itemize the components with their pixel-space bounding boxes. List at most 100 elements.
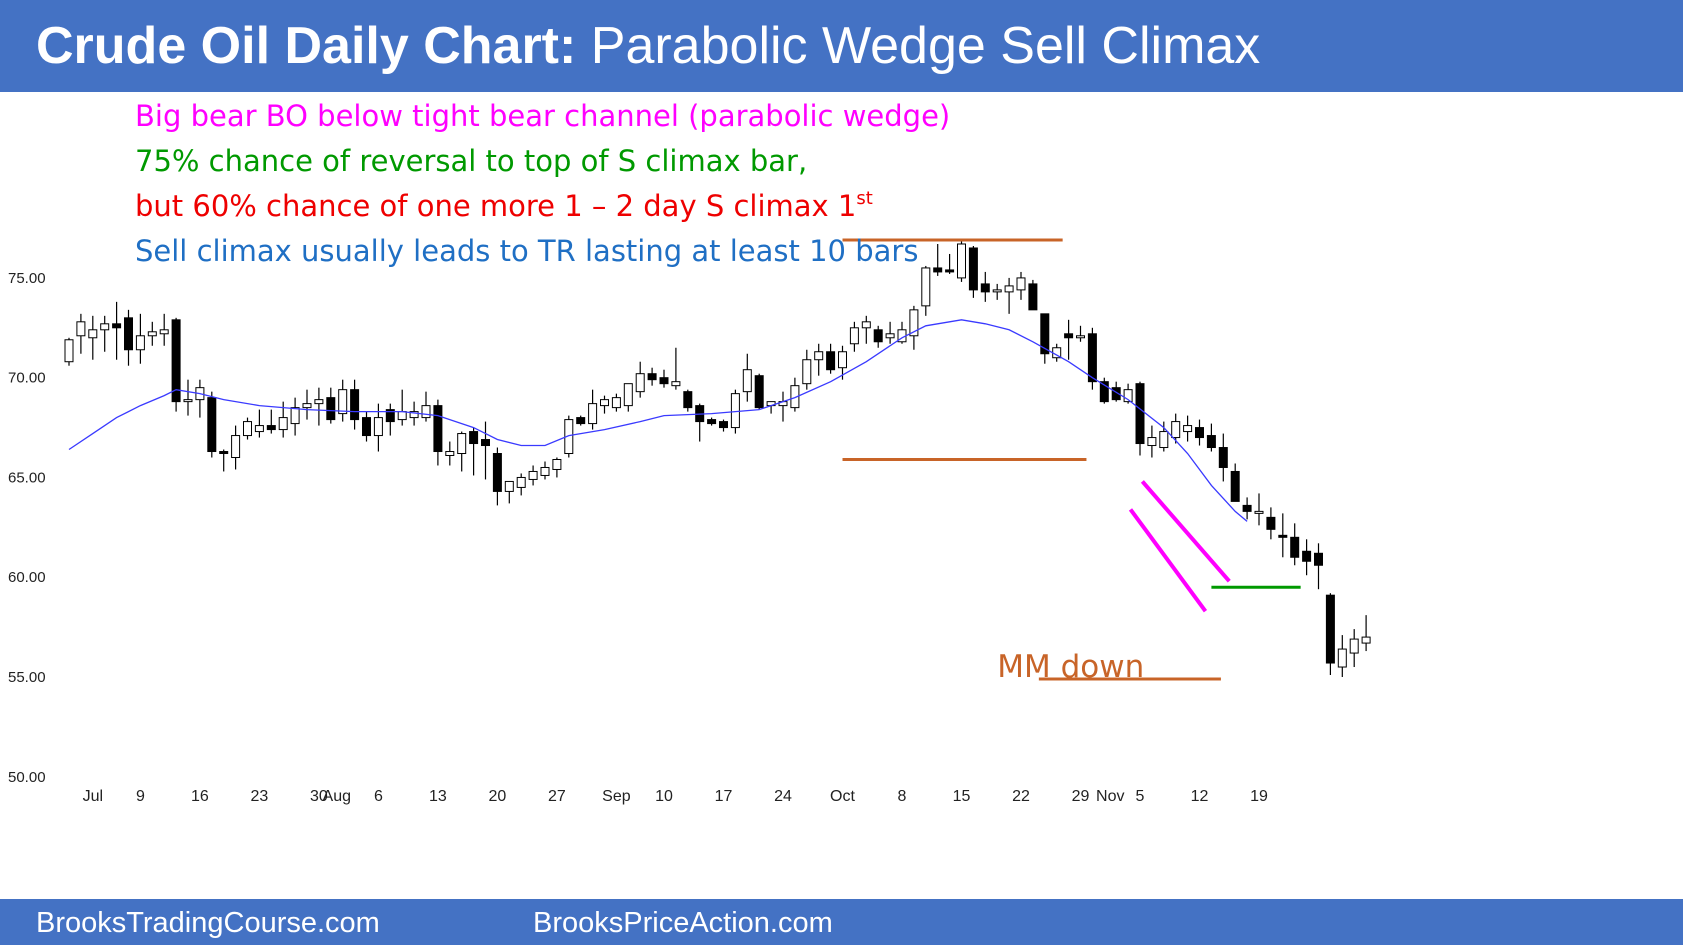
bear-candle-body bbox=[946, 270, 954, 272]
chart-title-bold: Crude Oil Daily Chart: bbox=[36, 17, 576, 75]
bull-candle-body bbox=[886, 334, 894, 338]
bear-candle-body bbox=[125, 318, 133, 350]
candle bbox=[1219, 434, 1227, 482]
bull-candle-body bbox=[529, 471, 537, 479]
bull-candle-body bbox=[517, 477, 525, 487]
footer-link-trading-course[interactable]: BrooksTradingCourse.com bbox=[36, 906, 380, 940]
candle bbox=[1291, 523, 1299, 565]
candle bbox=[779, 392, 787, 422]
y-tick-label: 55.00 bbox=[8, 669, 46, 686]
bear-candle-body bbox=[220, 452, 228, 454]
candle bbox=[327, 388, 335, 424]
bull-candle-body bbox=[993, 290, 1001, 292]
bull-candle-body bbox=[458, 434, 466, 454]
candle bbox=[303, 390, 311, 420]
bull-candle-body bbox=[624, 384, 632, 406]
candle bbox=[1303, 539, 1311, 575]
bear-candle-body bbox=[648, 374, 656, 380]
footer-link-price-action[interactable]: BrooksPriceAction.com bbox=[533, 906, 833, 940]
bear-candle-body bbox=[482, 440, 490, 446]
candle bbox=[1350, 629, 1358, 667]
chart-title: Crude Oil Daily Chart: Parabolic Wedge S… bbox=[36, 14, 1260, 78]
candle bbox=[208, 392, 216, 458]
bull-candle-body bbox=[291, 408, 299, 424]
bull-candle-body bbox=[505, 481, 513, 491]
annotation-line: 75% chance of reversal to top of S clima… bbox=[135, 144, 807, 178]
bear-candle-body bbox=[1207, 436, 1215, 448]
candle bbox=[1065, 320, 1073, 360]
bear-candle-body bbox=[981, 284, 989, 292]
bull-candle-body bbox=[612, 398, 620, 408]
bull-candle-body bbox=[77, 322, 85, 336]
candle bbox=[148, 322, 156, 346]
candle bbox=[672, 348, 680, 390]
bull-candle-body bbox=[89, 330, 97, 338]
candle bbox=[755, 374, 763, 410]
candle bbox=[1077, 326, 1085, 342]
bull-candle-body bbox=[184, 400, 192, 402]
candle bbox=[1053, 344, 1061, 362]
bull-candle-body bbox=[339, 390, 347, 414]
candle bbox=[505, 481, 513, 503]
bull-candle-body bbox=[958, 244, 966, 278]
bull-candle-body bbox=[244, 422, 252, 436]
bear-candle-body bbox=[1231, 471, 1239, 501]
bear-candle-body bbox=[660, 378, 668, 384]
candle bbox=[958, 240, 966, 282]
candle bbox=[1172, 414, 1180, 444]
annotation-line: but 60% chance of one more 1 – 2 day S c… bbox=[135, 188, 873, 223]
bear-candle-body bbox=[1315, 553, 1323, 565]
candle bbox=[315, 388, 323, 426]
candle bbox=[720, 420, 728, 432]
candle bbox=[1196, 420, 1204, 446]
bear-candle-body bbox=[684, 392, 692, 408]
moving-average-line bbox=[69, 320, 1247, 522]
bull-candle-body bbox=[136, 336, 144, 350]
bull-candle-body bbox=[303, 404, 311, 408]
bull-candle-body bbox=[101, 324, 109, 330]
bull-candle-body bbox=[160, 330, 168, 334]
bear-candle-body bbox=[969, 248, 977, 290]
candle bbox=[1136, 382, 1144, 456]
bear-candle-body bbox=[267, 426, 275, 430]
bull-candle-body bbox=[862, 322, 870, 328]
bear-candle-body bbox=[755, 376, 763, 408]
candle bbox=[624, 384, 632, 412]
bull-candle-body bbox=[589, 404, 597, 424]
candle bbox=[850, 322, 858, 352]
x-tick-label: 12 bbox=[1191, 788, 1209, 805]
bear-candle-body bbox=[1243, 505, 1251, 511]
bull-candle-body bbox=[1017, 278, 1025, 290]
bull-candle-body bbox=[815, 352, 823, 360]
annotation-line: Big bear BO below tight bear channel (pa… bbox=[135, 99, 950, 133]
bear-candle-body bbox=[1196, 428, 1204, 438]
candle bbox=[743, 354, 751, 402]
x-tick-label: 29 bbox=[1072, 788, 1090, 805]
candle bbox=[232, 426, 240, 470]
bear-candle-body bbox=[577, 418, 585, 424]
mm-down-label: MM down bbox=[997, 649, 1144, 685]
bull-candle-body bbox=[1005, 286, 1013, 292]
bull-candle-body bbox=[731, 394, 739, 428]
bear-candle-body bbox=[1267, 517, 1275, 529]
x-tick-label: 16 bbox=[191, 788, 209, 805]
wedge-upper-line bbox=[1142, 481, 1229, 581]
candle bbox=[1041, 314, 1049, 364]
candle bbox=[160, 314, 168, 346]
candle bbox=[922, 266, 930, 316]
bull-candle-body bbox=[1160, 432, 1168, 448]
chart-title-rest: Parabolic Wedge Sell Climax bbox=[576, 17, 1260, 75]
bear-candle-body bbox=[1279, 535, 1287, 537]
candle bbox=[101, 316, 109, 352]
bull-candle-body bbox=[601, 400, 609, 406]
candle bbox=[184, 380, 192, 416]
candle bbox=[934, 244, 942, 276]
candle bbox=[517, 473, 525, 495]
x-tick-label: 24 bbox=[774, 788, 792, 805]
candlestick-chart: 50.00 55.00 60.00 65.00 70.00 75.00 Jul 9 16 23 3… bbox=[0, 92, 1683, 899]
candle bbox=[196, 380, 204, 418]
bear-candle-body bbox=[113, 324, 121, 328]
bull-candle-body bbox=[1362, 637, 1370, 643]
candle bbox=[1267, 507, 1275, 539]
candle bbox=[220, 450, 228, 472]
